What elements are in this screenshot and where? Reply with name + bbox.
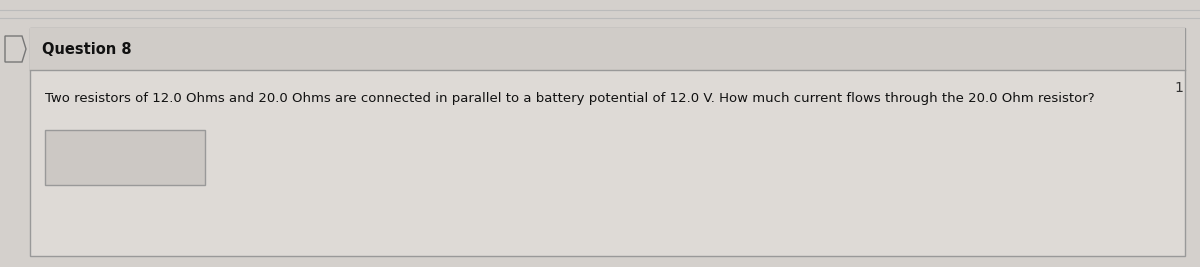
Text: Two resistors of 12.0 Ohms and 20.0 Ohms are connected in parallel to a battery : Two resistors of 12.0 Ohms and 20.0 Ohms… <box>46 92 1094 105</box>
Text: 1: 1 <box>1174 81 1183 95</box>
Text: Question 8: Question 8 <box>42 41 132 57</box>
Bar <box>46 130 205 185</box>
Bar <box>30 28 1186 256</box>
Bar <box>30 28 1186 70</box>
